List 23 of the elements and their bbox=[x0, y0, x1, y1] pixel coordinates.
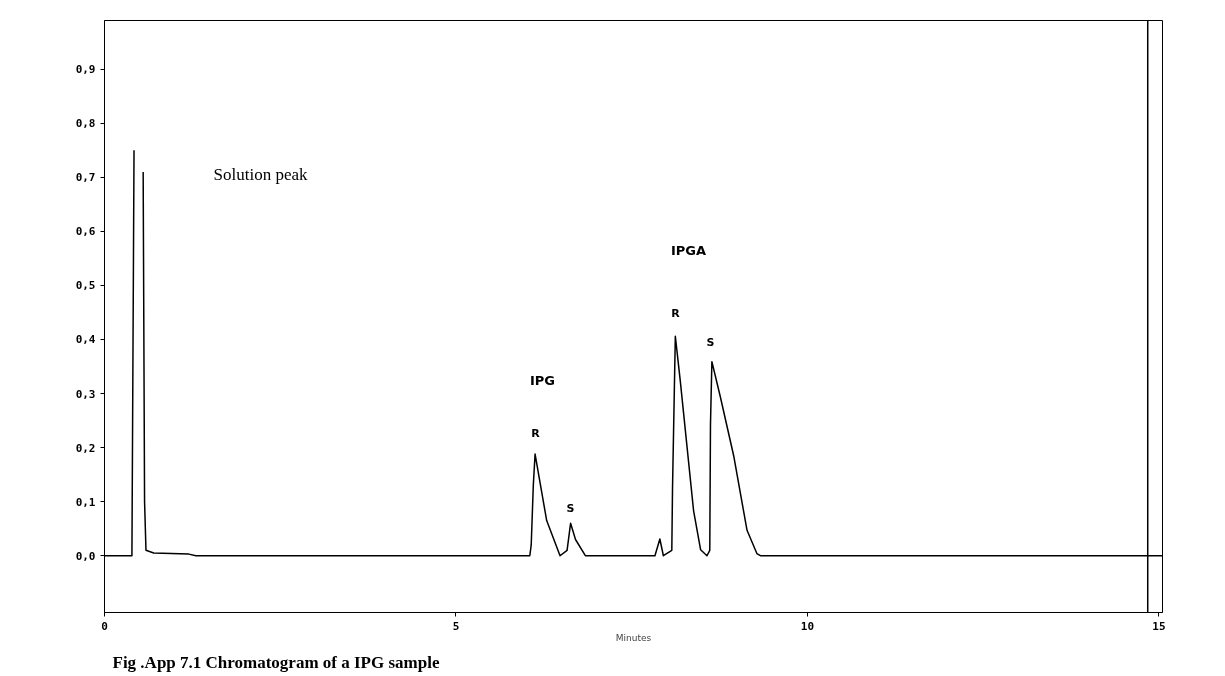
y-tick-label: 0,7 bbox=[75, 171, 96, 185]
y-tick-label: 0,9 bbox=[75, 63, 96, 77]
annotation: R bbox=[671, 307, 681, 320]
y-tick-label: 0,2 bbox=[75, 441, 96, 455]
annotation: IPG bbox=[529, 373, 556, 388]
annotation: S bbox=[566, 502, 575, 515]
annotation: R bbox=[531, 427, 541, 440]
y-tick-label: 0,6 bbox=[75, 225, 96, 239]
x-tick-label: 5 bbox=[452, 619, 460, 633]
text: Fig .App 7.1 Chromatogram of a IPG sample bbox=[112, 652, 440, 672]
y-tick-label: 0,4 bbox=[75, 333, 96, 347]
annotation: S bbox=[706, 336, 715, 349]
x-tick-label: 10 bbox=[800, 619, 815, 633]
y-tick-label: 0,3 bbox=[75, 387, 96, 401]
annotation: Solution peak bbox=[213, 165, 308, 184]
x-axis-title: Minutes bbox=[615, 632, 652, 643]
annotation: IPGA bbox=[670, 243, 707, 258]
y-tick-label: 0,0 bbox=[75, 549, 96, 563]
y-tick-label: 0,8 bbox=[75, 117, 96, 131]
y-tick-label: 0,1 bbox=[75, 495, 96, 509]
x-tick-label: 15 bbox=[1152, 619, 1166, 633]
y-tick-label: 0,5 bbox=[75, 279, 96, 293]
x-tick-label: 0 bbox=[101, 619, 108, 633]
